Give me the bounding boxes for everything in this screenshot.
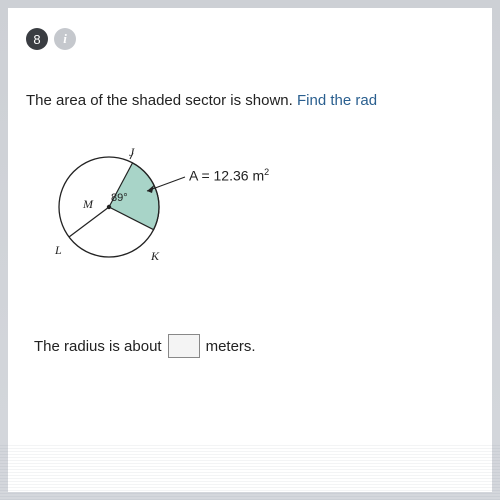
area-label-sup: 2 [264, 167, 269, 177]
answer-row: The radius is about meters. [34, 334, 474, 358]
answer-prefix: The radius is about [34, 338, 162, 355]
angle-label: 89° [111, 192, 128, 204]
diagram: J K L M 89° A = 12.36 m2 [51, 139, 474, 279]
prompt-text: The area of the shaded sector is shown. … [26, 90, 474, 111]
question-number-badge: 8 [26, 28, 48, 50]
circle-figure [51, 139, 201, 279]
info-badge[interactable]: i [54, 28, 76, 50]
radius-input[interactable] [168, 334, 200, 358]
prompt-question: Find the rad [297, 92, 377, 109]
label-j: J [129, 145, 134, 160]
center-dot [107, 205, 111, 209]
area-label: A = 12.36 m2 [189, 167, 269, 184]
badge-row: 8 i [26, 28, 474, 50]
info-icon: i [63, 31, 67, 47]
label-l: L [55, 243, 62, 258]
label-m: M [83, 197, 93, 212]
area-label-text: A = 12.36 m [189, 168, 264, 184]
question-number: 8 [33, 32, 40, 47]
label-k: K [151, 249, 159, 264]
prompt-statement: The area of the shaded sector is shown. [26, 92, 297, 109]
content-panel: 8 i The area of the shaded sector is sho… [8, 8, 492, 492]
answer-suffix: meters. [206, 338, 256, 355]
